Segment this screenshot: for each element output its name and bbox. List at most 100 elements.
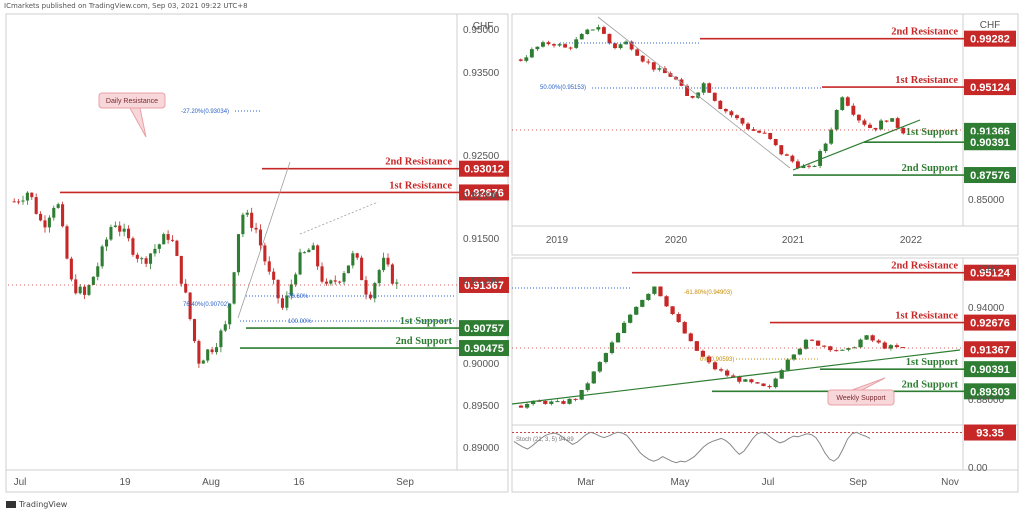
candle-body: [873, 127, 878, 130]
candle-body: [188, 292, 192, 320]
candle-body: [210, 349, 214, 353]
candle-body: [524, 57, 529, 61]
candle-body: [118, 225, 122, 232]
candle-body: [779, 370, 784, 379]
weekly-currency-label: CHF: [980, 264, 1001, 275]
candle-body: [579, 389, 584, 400]
candle-body: [157, 244, 161, 249]
stoch-level-tag-text: 93.35: [976, 428, 1004, 440]
price-tag-text: 0.95124: [970, 82, 1011, 94]
candle-body: [846, 348, 851, 350]
candle-body: [737, 376, 742, 382]
candle-body: [355, 253, 359, 258]
candle-body: [768, 133, 773, 140]
price-tag: [964, 79, 1016, 96]
monthly-currency-label: CHF: [980, 20, 1001, 31]
candle-body: [790, 155, 795, 162]
candle-body: [192, 319, 197, 342]
candle-body: [552, 44, 556, 46]
level-label: 2nd Resistance: [891, 27, 958, 38]
level-label: 1st Support: [906, 357, 959, 368]
candle-body: [311, 245, 315, 250]
level-label: 1st Resistance: [895, 75, 958, 86]
price-tag: [964, 264, 1016, 281]
daily-fib-100-label: 100.00%: [288, 319, 312, 325]
candle-body: [706, 356, 712, 363]
level-label: 2nd Resistance: [891, 261, 958, 272]
candle-body: [795, 161, 800, 169]
candle-body: [250, 212, 254, 228]
level-label: 2nd Support: [902, 379, 959, 390]
candle-body: [320, 266, 324, 282]
candle-body: [596, 27, 601, 30]
weekly-candles: [518, 286, 906, 409]
stoch-line: [513, 431, 871, 464]
time-tick: 2019: [546, 235, 569, 246]
candle-body: [852, 347, 857, 349]
candle-body: [91, 276, 95, 285]
stoch-tick: 0.00: [968, 463, 988, 474]
candle-body: [658, 286, 663, 297]
time-tick: 19: [119, 477, 131, 488]
candle-body: [135, 254, 139, 259]
weekly-support-callout-text: Weekly Support: [836, 395, 885, 402]
candle-body: [895, 118, 900, 128]
tradingview-brand: TradingView: [6, 500, 67, 509]
candle-body: [751, 129, 756, 131]
price-tag-text: 0.89303: [970, 386, 1010, 398]
candle-body: [543, 400, 548, 404]
price-tag: [964, 30, 1016, 47]
price-tag-text: 0.92676: [970, 318, 1010, 330]
time-tick: Nov: [941, 477, 959, 488]
candle-body: [862, 120, 867, 125]
candle-body: [779, 145, 784, 155]
candle-body: [567, 398, 572, 404]
candle-body: [725, 370, 730, 376]
candle-body: [127, 228, 131, 239]
price-tag: [964, 314, 1016, 331]
candle-body: [882, 342, 887, 349]
candle-body: [662, 68, 667, 74]
candle-body: [890, 118, 895, 122]
candle-body: [668, 73, 673, 77]
candle-body: [822, 345, 827, 347]
candle-body: [61, 204, 65, 227]
candle-body: [272, 271, 276, 280]
candle-body: [529, 49, 534, 58]
candle-body: [39, 213, 43, 221]
candle-body: [767, 386, 772, 388]
candle-body: [597, 362, 602, 372]
weekly-time-ticks: Mar May Jul Sep Nov: [577, 477, 959, 488]
candle-body: [888, 345, 893, 349]
candle-body: [201, 360, 205, 364]
candle-body: [289, 284, 293, 296]
candle-body: [640, 299, 645, 307]
price-tick: 0.95000: [463, 25, 500, 36]
candle-body: [868, 124, 872, 128]
weekly-fib-618-label: -61.80%(0.94903): [684, 290, 732, 296]
candle-body: [561, 401, 566, 404]
daily-currency-label: CHF: [473, 21, 494, 32]
candle-body: [615, 333, 621, 343]
candle-body: [834, 110, 839, 130]
candle-body: [113, 225, 117, 228]
candle-body: [646, 61, 651, 63]
candle-body: [894, 345, 900, 348]
candle-body: [640, 55, 645, 62]
price-tag: [964, 167, 1016, 184]
candle-body: [601, 27, 606, 34]
candle-body: [342, 273, 346, 282]
price-tag: [459, 276, 509, 293]
candle-body: [590, 29, 595, 31]
monthly-levels: 0.99282 2nd Resistance 0.95124 1st Resistan…: [700, 27, 1016, 184]
price-tick: 0.91500: [463, 234, 500, 245]
price-tag-text: 0.90391: [970, 137, 1010, 149]
monthly-time-ticks: 2019 2020 2021 2022: [546, 235, 923, 246]
candle-body: [267, 261, 271, 272]
candle-body: [574, 39, 579, 48]
candle-body: [382, 257, 386, 271]
candle-body: [851, 105, 856, 115]
candle-body: [25, 192, 29, 201]
time-tick: 2020: [665, 235, 688, 246]
price-tag: [459, 160, 509, 177]
